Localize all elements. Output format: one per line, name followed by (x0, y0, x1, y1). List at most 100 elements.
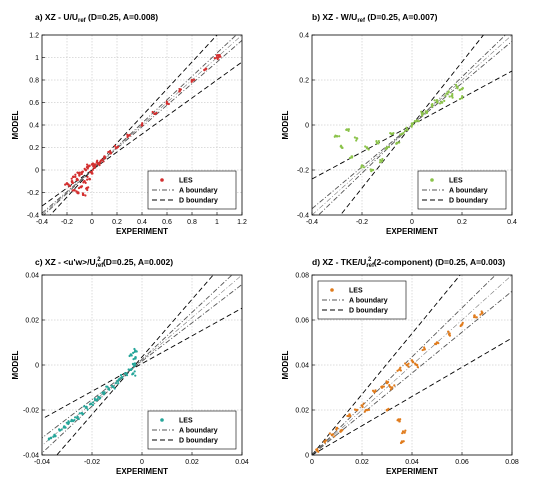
plot-area (312, 275, 512, 455)
data-point (65, 421, 68, 424)
data-point (360, 404, 363, 407)
legend-label: A boundary (349, 298, 388, 305)
data-point (141, 122, 144, 125)
data-point (114, 147, 117, 150)
data-point (52, 435, 55, 438)
data-point (74, 173, 77, 176)
data-point (179, 88, 182, 91)
x-tick-label: -0.2 (356, 219, 368, 226)
data-point (77, 417, 80, 421)
data-point (445, 92, 449, 95)
x-tick-label: 0.2 (112, 219, 122, 226)
data-point (392, 132, 395, 135)
data-point (355, 137, 358, 140)
data-point (110, 384, 113, 387)
data-point (461, 321, 464, 324)
data-point (74, 175, 77, 179)
data-point (134, 374, 137, 377)
y-tick-label: 0.06 (295, 318, 309, 325)
x-tick-label: 0.02 (355, 459, 369, 466)
a-boundary-line (42, 284, 242, 439)
data-point (94, 165, 97, 168)
x-axis-label: EXPERIMENT (386, 467, 438, 476)
data-point (118, 378, 121, 381)
chart-title: c) XZ - <u'w>/Uref2 (D=0.25, A=0.002) (35, 257, 173, 269)
a-boundary-line (312, 290, 512, 455)
legend: LES A boundary D boundary (147, 170, 237, 210)
chart-panel-2: b) XZ - W/Uref (D=0.25, A=0.007) -0.4 -0.2… (281, 12, 517, 236)
data-point (86, 408, 89, 411)
data-point (421, 114, 424, 117)
data-point (126, 133, 129, 136)
data-point (454, 83, 458, 86)
y-tick-label: 0 (35, 363, 39, 370)
data-point (451, 96, 454, 99)
data-point (60, 428, 63, 431)
data-point (133, 350, 136, 353)
data-point (404, 429, 407, 432)
data-point (444, 94, 447, 97)
data-point (398, 141, 401, 144)
data-point (316, 448, 319, 451)
data-point (64, 183, 67, 186)
x-tick-label: 1.2 (237, 219, 247, 226)
legend-label: D boundary (349, 308, 388, 315)
data-point (413, 120, 416, 123)
data-point (317, 450, 320, 453)
data-point (106, 385, 109, 388)
legend: LES A boundary D boundary (317, 280, 407, 320)
data-point (134, 356, 137, 359)
plot-frame (311, 34, 513, 216)
data-point (461, 87, 464, 90)
x-tick-label: -0.2 (61, 219, 73, 226)
data-point (89, 171, 92, 174)
data-point (96, 162, 99, 165)
data-point (67, 422, 70, 426)
y-tick-label: -0.2 (27, 190, 39, 197)
data-point (339, 429, 343, 432)
data-point (93, 163, 97, 166)
chart-title: d) XZ - TKE/Uref2 (2-component) (D=0.25,… (312, 257, 505, 269)
legend-label: LES (449, 178, 463, 185)
legend-marker (160, 418, 164, 422)
x-tick-label: 0.08 (505, 459, 519, 466)
data-point (155, 111, 158, 115)
data-point (447, 91, 450, 94)
identity-line (42, 275, 242, 446)
data-point (434, 342, 437, 345)
legend-label: LES (179, 178, 193, 185)
identity-line (312, 275, 512, 455)
y-tick-label: -0.4 (297, 213, 309, 220)
data-point (93, 397, 96, 400)
data-point (424, 110, 427, 113)
data-point (393, 384, 396, 387)
y-tick-label: 1.2 (29, 33, 39, 40)
data-point (91, 162, 95, 165)
data-point (363, 410, 367, 413)
chart-panel-1: a) XZ - U/Uref (D=0.25, A=0.008) -0.4 -0.2… (11, 12, 247, 236)
legend-label: D boundary (179, 198, 218, 205)
data-point (88, 403, 92, 406)
x-tick-label: 0.4 (137, 219, 147, 226)
y-tick-label: -0.02 (23, 408, 39, 415)
data-point (124, 372, 127, 375)
data-point (328, 432, 331, 435)
data-point (63, 425, 66, 428)
data-point (372, 168, 375, 172)
data-point (414, 363, 417, 366)
a-boundary-line (312, 275, 497, 455)
y-tick-label: 0 (35, 168, 39, 175)
data-point (68, 185, 72, 188)
data-point (410, 359, 413, 362)
y-tick-label: 0.8 (29, 78, 39, 85)
data-point (479, 313, 482, 316)
legend-label: LES (179, 418, 193, 425)
plot-area (312, 35, 512, 215)
data-point (77, 186, 81, 190)
data-point (370, 170, 373, 173)
data-point (380, 159, 384, 163)
y-tick-label: -0.4 (27, 213, 39, 220)
data-point (388, 385, 392, 389)
data-point (132, 365, 136, 368)
data-point (461, 94, 464, 98)
